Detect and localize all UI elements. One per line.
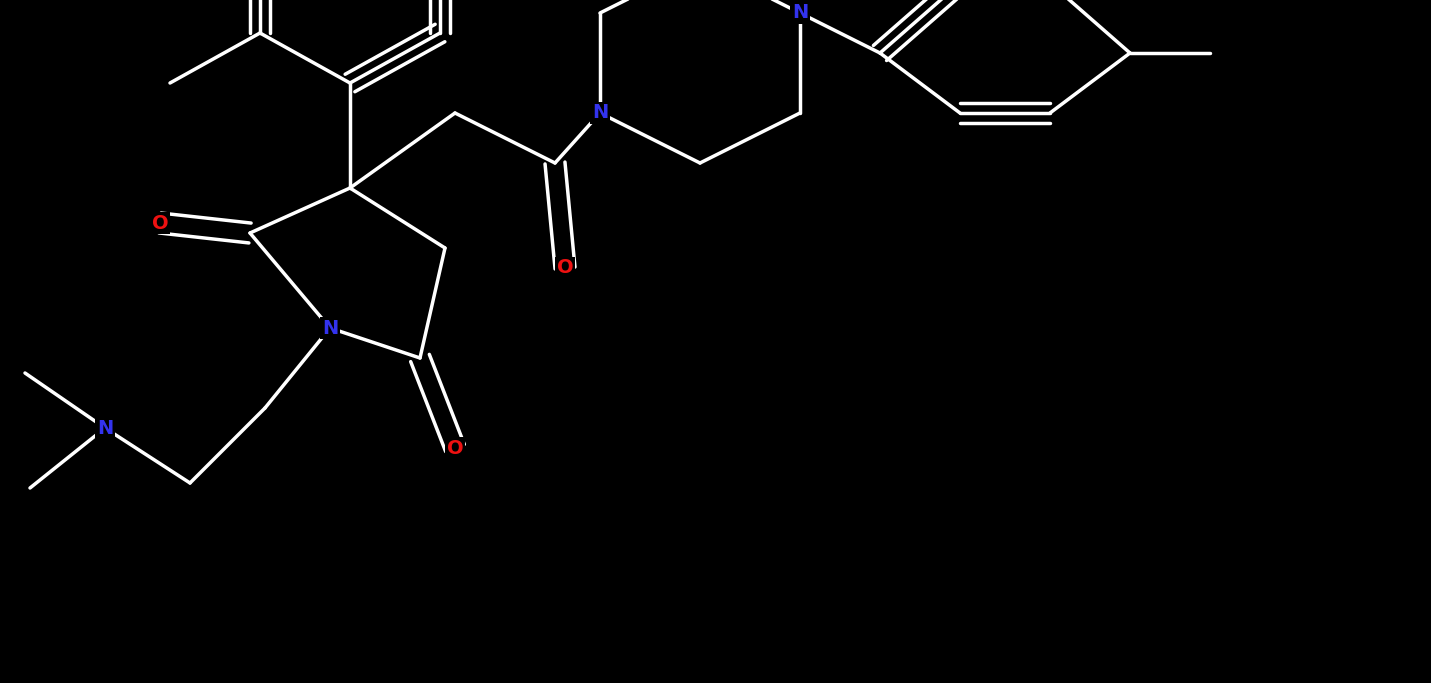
Text: O: O bbox=[152, 214, 169, 232]
Text: N: N bbox=[592, 104, 608, 122]
Text: O: O bbox=[446, 438, 464, 458]
Text: O: O bbox=[557, 258, 574, 277]
Text: N: N bbox=[791, 3, 809, 23]
Text: N: N bbox=[97, 419, 113, 438]
Text: N: N bbox=[322, 318, 338, 337]
